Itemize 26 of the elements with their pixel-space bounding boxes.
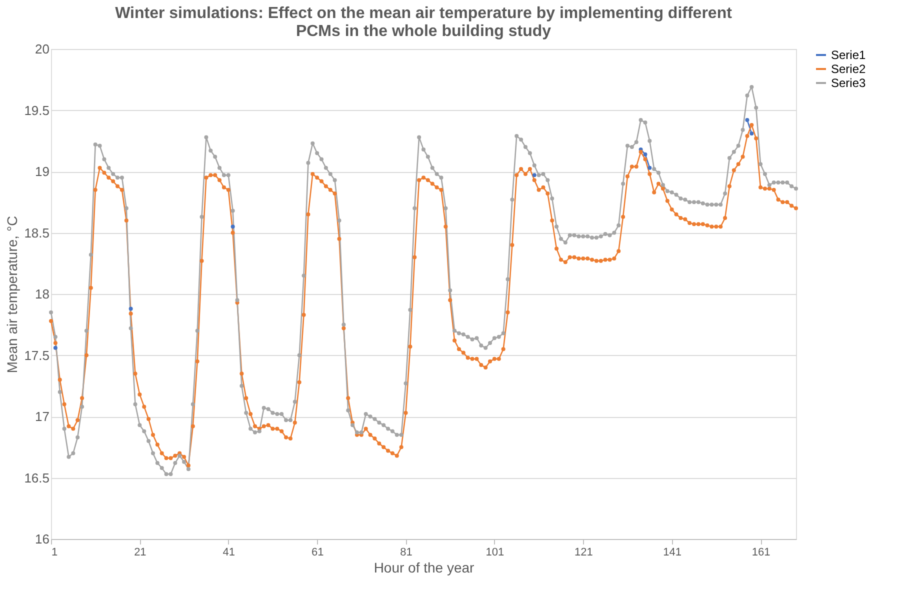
y-tick-label: 19 xyxy=(35,164,50,179)
x-tick-label: 161 xyxy=(752,546,770,558)
chart-title: Winter simulations: Effect on the mean air temperature by implementing different PCMs in the whole building study xyxy=(115,5,733,40)
legend-label: Serie1 xyxy=(831,48,866,62)
y-tick-label: 16 xyxy=(35,532,50,546)
y-tick-label: 20 xyxy=(35,42,50,56)
point xyxy=(745,118,750,122)
y-tick-label: 17.5 xyxy=(24,348,50,363)
legend-label: Serie2 xyxy=(831,62,866,76)
point xyxy=(750,132,754,136)
y-axis-title: Mean air temperature, °C xyxy=(4,216,20,374)
x-tick-label: 21 xyxy=(134,546,146,558)
x-tick-label: 81 xyxy=(400,546,412,558)
x-tick-label: 141 xyxy=(663,546,682,558)
y-tick-label: 18.5 xyxy=(24,225,50,240)
x-tick-label: 41 xyxy=(222,546,236,558)
x-tick-label: 101 xyxy=(486,546,504,558)
y-tick-label: 18 xyxy=(35,286,50,302)
x-tick-label: 61 xyxy=(311,546,324,558)
x-tick-label: 1 xyxy=(52,546,58,558)
y-tick-label: 16.5 xyxy=(24,470,50,486)
legend-label: Serie3 xyxy=(831,76,866,90)
y-tick-label: 19.5 xyxy=(24,102,50,118)
x-tick-label: 121 xyxy=(574,546,593,558)
x-axis-title: Hour of the year xyxy=(374,560,475,576)
y-tick-label: 17 xyxy=(35,409,50,424)
